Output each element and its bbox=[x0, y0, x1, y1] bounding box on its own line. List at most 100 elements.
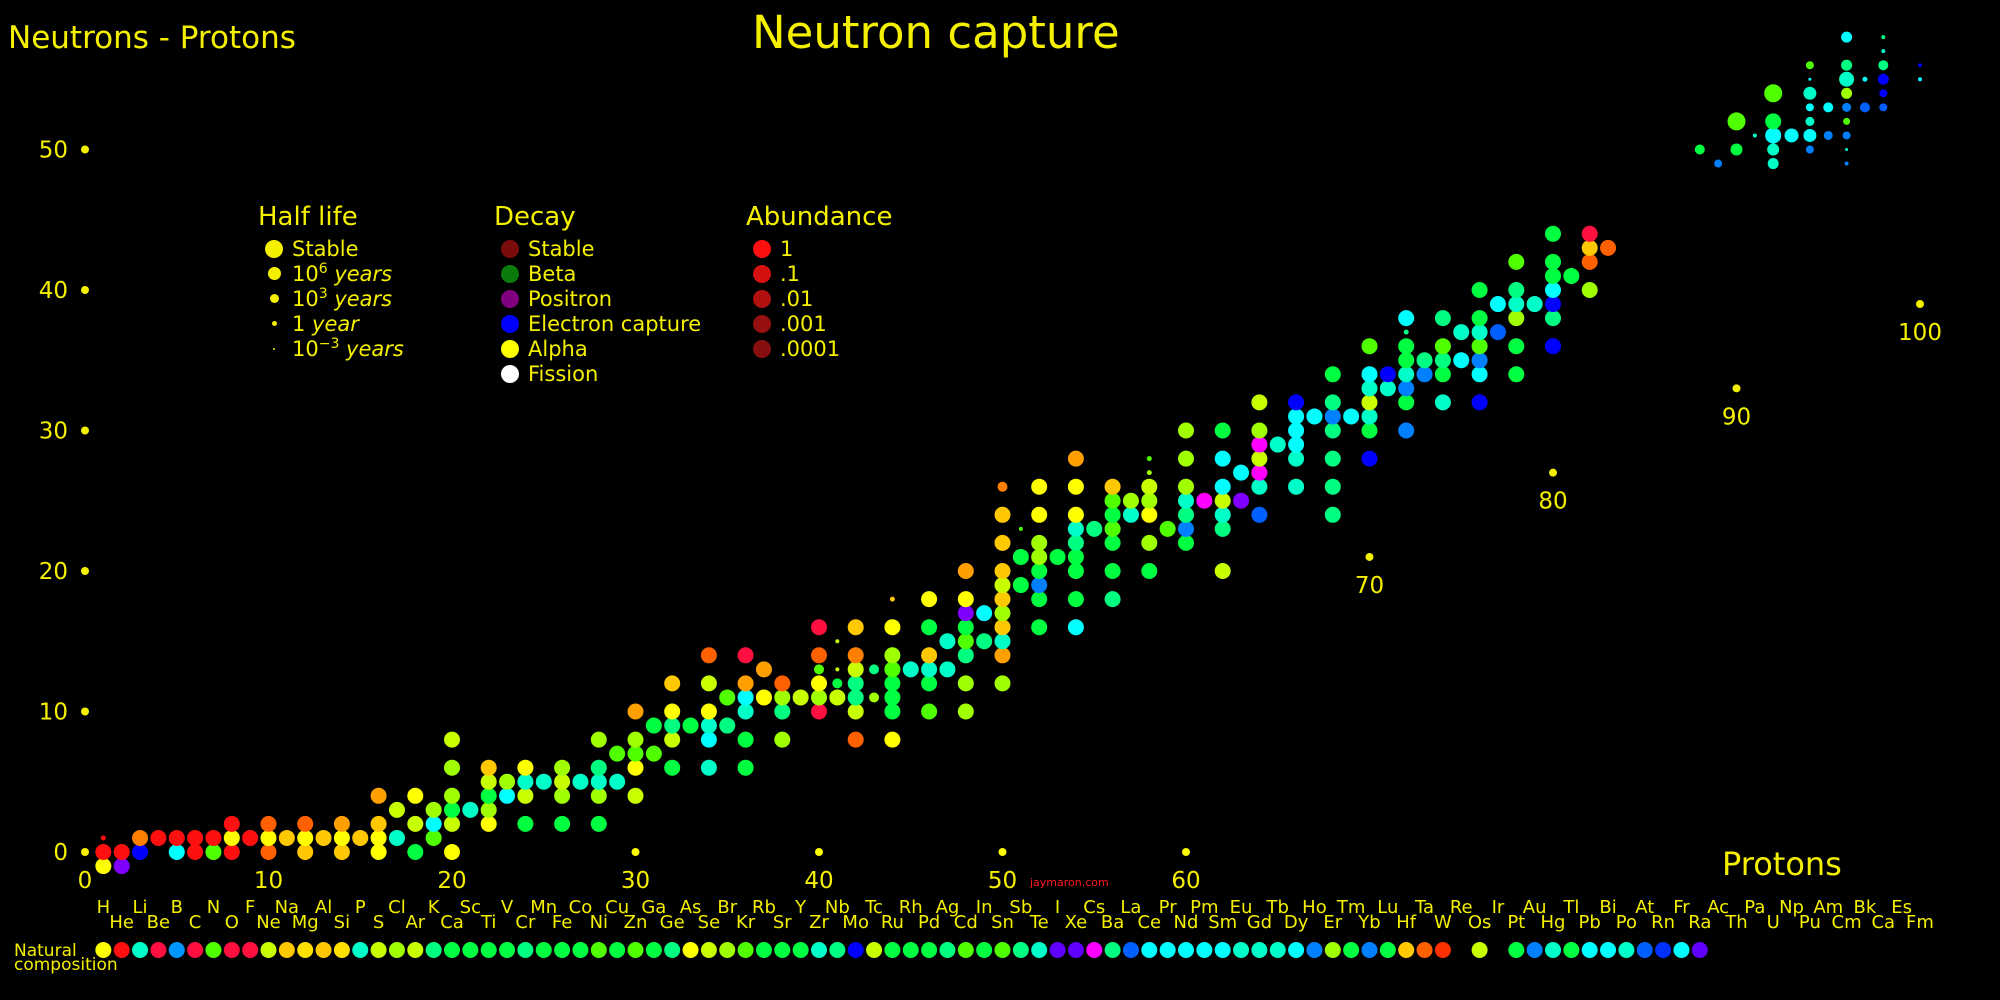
element-symbol: Dy bbox=[1284, 912, 1309, 933]
isotope-point bbox=[1324, 394, 1341, 411]
isotope-point bbox=[811, 619, 827, 636]
element-symbol: Ga bbox=[641, 897, 666, 918]
isotope-point bbox=[1159, 520, 1176, 537]
element-symbol: Fr bbox=[1673, 897, 1690, 918]
element-symbol: C bbox=[189, 912, 202, 933]
isotope-point bbox=[1288, 394, 1305, 411]
isotope-point bbox=[100, 835, 106, 841]
y-tick-mark bbox=[81, 567, 89, 575]
legend-label: 106 years bbox=[292, 261, 393, 286]
element-symbol: Np bbox=[1779, 897, 1804, 918]
isotope-point bbox=[590, 773, 607, 790]
isotope-point bbox=[869, 692, 880, 703]
isotope-point bbox=[774, 703, 791, 720]
isotope-point bbox=[1214, 492, 1231, 509]
isotope-point bbox=[1141, 563, 1158, 579]
diagonal-marker-label: 90 bbox=[1722, 404, 1751, 430]
isotope-point bbox=[1104, 534, 1121, 551]
element-symbol: Ho bbox=[1302, 897, 1327, 918]
isotope-point bbox=[1214, 563, 1231, 579]
decay-marker bbox=[501, 314, 519, 333]
legend-symbol bbox=[746, 339, 778, 358]
isotope-point bbox=[847, 731, 864, 748]
isotope-point bbox=[1765, 113, 1782, 130]
isotope-point bbox=[444, 787, 460, 804]
natural-composition-label: Natural composition bbox=[14, 943, 118, 974]
isotope-point bbox=[113, 844, 130, 860]
isotope-point bbox=[554, 759, 571, 776]
isotope-point bbox=[994, 675, 1011, 692]
isotope-point bbox=[1730, 143, 1743, 156]
isotope-point bbox=[480, 773, 497, 790]
natural-composition-dot bbox=[939, 942, 956, 958]
isotope-point bbox=[994, 633, 1011, 650]
element-symbol: Cm bbox=[1832, 912, 1862, 933]
isotope-point bbox=[1805, 145, 1814, 154]
isotope-point bbox=[609, 745, 626, 762]
isotope-point bbox=[590, 787, 607, 804]
isotope-point bbox=[994, 563, 1011, 579]
legend-label: 103 years bbox=[292, 286, 393, 311]
element-symbol: I bbox=[1055, 897, 1060, 918]
element-symbol: Ba bbox=[1101, 912, 1124, 933]
abundance-marker bbox=[753, 264, 771, 283]
natural-composition-dot bbox=[517, 942, 534, 958]
isotope-point bbox=[1471, 394, 1488, 411]
element-symbol: Lu bbox=[1377, 897, 1398, 918]
isotope-point bbox=[554, 815, 571, 832]
legend-label: Fission bbox=[528, 361, 599, 386]
isotope-point bbox=[815, 848, 823, 856]
element-symbol: Mg bbox=[292, 912, 319, 933]
isotope-point bbox=[590, 759, 607, 776]
isotope-point bbox=[1178, 534, 1194, 551]
natural-composition-dot bbox=[499, 942, 516, 958]
isotope-point bbox=[627, 703, 644, 720]
legend-symbol bbox=[494, 364, 526, 383]
legend-label: Stable bbox=[528, 236, 595, 261]
legend-symbol bbox=[494, 264, 526, 283]
isotope-point bbox=[939, 661, 956, 678]
isotope-point bbox=[835, 667, 840, 672]
isotope-point bbox=[921, 661, 938, 678]
isotope-point bbox=[554, 787, 571, 804]
element-symbol: Tm bbox=[1336, 897, 1366, 918]
natural-composition-dot bbox=[1214, 942, 1231, 958]
element-symbol: Zn bbox=[624, 912, 648, 933]
natural-composition-dot bbox=[1600, 942, 1617, 958]
isotope-point bbox=[1434, 310, 1451, 327]
isotope-point bbox=[1031, 591, 1048, 608]
isotope-point bbox=[1178, 478, 1194, 495]
element-symbol: Pm bbox=[1190, 897, 1218, 918]
x-tick-label: 60 bbox=[1171, 868, 1200, 894]
isotope-point bbox=[1803, 128, 1817, 142]
isotope-point bbox=[1067, 548, 1084, 565]
element-symbol: Br bbox=[717, 897, 737, 918]
legend-symbol bbox=[494, 289, 526, 308]
isotope-point bbox=[1918, 63, 1922, 68]
natural-composition-dot bbox=[1545, 942, 1561, 958]
isotope-point bbox=[1067, 520, 1084, 537]
natural-composition-dot bbox=[700, 942, 717, 958]
isotope-point bbox=[1233, 492, 1250, 509]
isotope-point bbox=[480, 801, 497, 818]
isotope-point bbox=[1361, 380, 1378, 397]
natural-composition-dot bbox=[737, 942, 754, 958]
isotope-point bbox=[921, 647, 938, 664]
isotope-point bbox=[187, 829, 204, 846]
isotope-point bbox=[884, 619, 901, 636]
legend-symbol bbox=[258, 239, 290, 258]
y-tick-mark bbox=[81, 286, 89, 294]
isotope-point bbox=[847, 661, 864, 678]
legend-abundance: Abundance 1.1.01.001.0001 bbox=[746, 202, 892, 361]
isotope-point bbox=[1031, 563, 1048, 579]
natural-composition-dot bbox=[462, 942, 479, 958]
natural-composition-dot bbox=[792, 942, 809, 958]
isotope-point bbox=[590, 731, 607, 748]
legend-label: .1 bbox=[780, 261, 801, 286]
isotope-point bbox=[1545, 282, 1561, 298]
isotope-point bbox=[1489, 324, 1506, 341]
natural-composition-dot bbox=[554, 942, 571, 958]
isotope-point bbox=[1581, 282, 1598, 298]
diagonal-marker-dot bbox=[1549, 468, 1557, 477]
element-symbol: O bbox=[225, 912, 239, 933]
